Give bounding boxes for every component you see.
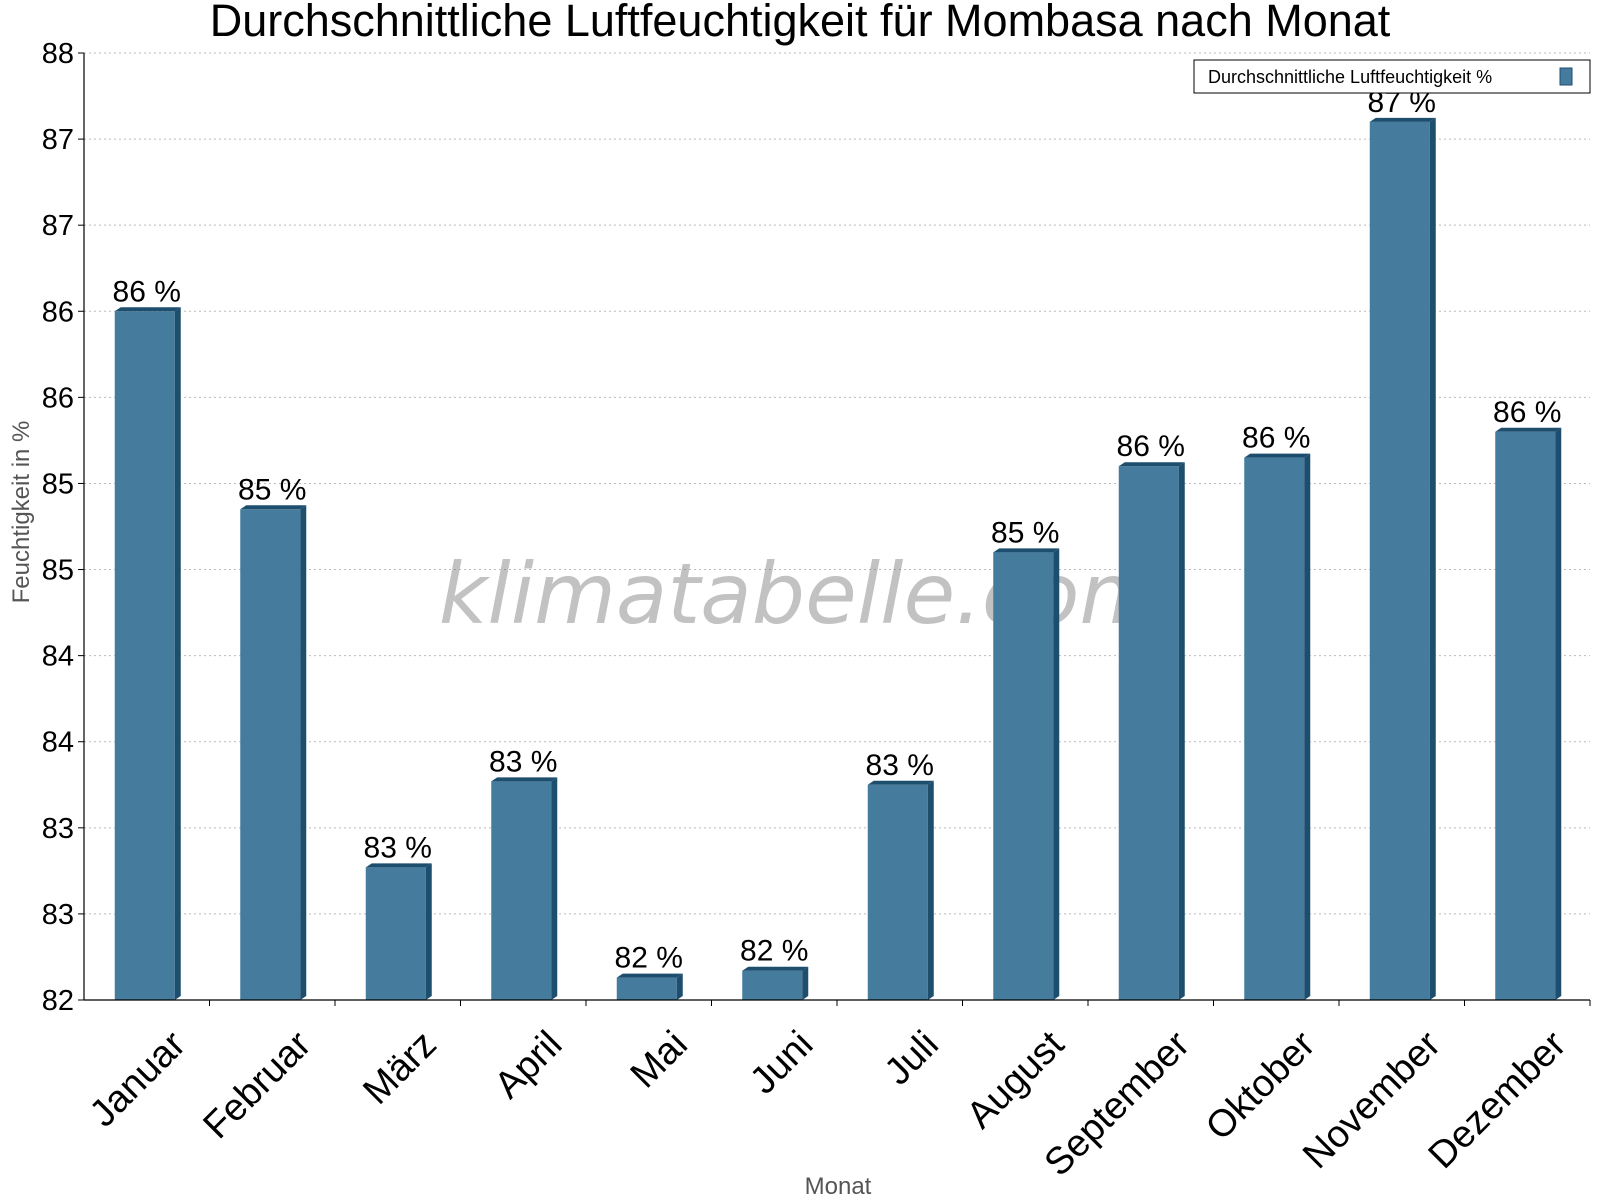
- bar-juni: [742, 966, 809, 1000]
- x-tick-label: Januar: [82, 1023, 194, 1135]
- y-tick-label: 82: [42, 985, 74, 1017]
- y-tick-label: 85: [42, 555, 74, 587]
- bar-side: [174, 307, 181, 1001]
- bar-top: [616, 973, 683, 978]
- y-tick-label: 88: [42, 38, 74, 70]
- x-tick-label: August: [959, 1023, 1073, 1137]
- x-tick-label: Juni: [742, 1023, 821, 1102]
- chart-title: Durchschnittliche Luftfeuchtigkeit für M…: [210, 0, 1391, 46]
- bar-face: [240, 509, 301, 1000]
- bar-top: [240, 505, 307, 510]
- bar-face: [616, 977, 677, 1000]
- bar-face: [1118, 466, 1179, 1001]
- bar-top: [742, 966, 809, 971]
- y-tick-label: 87: [42, 210, 74, 242]
- data-label: 85 %: [238, 473, 306, 506]
- x-tick-label: Oktober: [1198, 1023, 1324, 1149]
- bar-top: [993, 548, 1060, 553]
- legend-swatch: [1559, 67, 1573, 86]
- bar-side: [1555, 427, 1562, 1000]
- bar-face: [1369, 121, 1430, 1000]
- y-tick-label: 84: [42, 727, 74, 759]
- data-label: 82 %: [740, 935, 808, 968]
- bar-januar: [114, 307, 181, 1001]
- legend-label: Durchschnittliche Luftfeuchtigkeit %: [1208, 67, 1492, 87]
- data-label: 86 %: [113, 275, 181, 308]
- data-label: 86 %: [1242, 422, 1310, 455]
- axes: [78, 52, 1591, 1006]
- data-label: 83 %: [489, 745, 557, 778]
- bar-side: [1053, 548, 1060, 1000]
- data-label: 82 %: [615, 942, 683, 975]
- x-tick-label: Juli: [877, 1023, 947, 1093]
- bars: [114, 117, 1562, 1001]
- bar-side: [551, 777, 558, 1000]
- y-tick-label: 86: [42, 296, 74, 328]
- bar-august: [993, 548, 1060, 1000]
- x-tick-labels: Januar Februar März April Mai Juni Juli AugustS…: [82, 1023, 1575, 1184]
- bar-top: [1244, 453, 1311, 458]
- bar-face: [1244, 457, 1305, 1000]
- y-tick-label: 86: [42, 382, 74, 414]
- bar-face: [491, 781, 552, 1000]
- x-tick-label: April: [487, 1023, 570, 1106]
- bar-face: [365, 867, 426, 1000]
- data-label: 86 %: [1493, 396, 1561, 429]
- bar-top: [1369, 117, 1436, 122]
- x-tick-label: Februar: [195, 1023, 319, 1147]
- bar-top: [1495, 427, 1562, 432]
- data-label: 86 %: [1117, 430, 1185, 463]
- x-tick-label: Mai: [623, 1023, 696, 1096]
- bar-februar: [240, 505, 307, 1000]
- data-labels: 86 % 85 % 83 % 83 % 82 % 82 % 83 % 85 % 86 % 86 %…: [113, 86, 1562, 975]
- y-tick-label: 87: [42, 124, 74, 156]
- data-label: 83 %: [364, 831, 432, 864]
- bar-top: [114, 307, 181, 312]
- bar-november: [1369, 117, 1436, 1000]
- bar-face: [1495, 431, 1556, 1000]
- bar-face: [867, 784, 928, 1000]
- data-label: 85 %: [991, 516, 1059, 549]
- bar-september: [1118, 462, 1185, 1001]
- y-tick-label: 85: [42, 468, 74, 500]
- bar-side: [927, 780, 934, 1000]
- y-tick-label: 84: [42, 641, 74, 673]
- bar-side: [676, 973, 683, 1000]
- y-tick-labels: 82 83 83 84 84 85 85 86 86 87 87 88: [42, 38, 74, 1017]
- legend-box: [1193, 59, 1591, 94]
- bar-face: [114, 311, 175, 1001]
- grid-lines: [84, 52, 1590, 915]
- x-tick-label: März: [355, 1023, 444, 1112]
- bar-side: [425, 863, 432, 1000]
- bar-top: [491, 777, 558, 782]
- y-tick-label: 83: [42, 899, 74, 931]
- bar-top: [867, 780, 934, 785]
- bar-side: [1304, 453, 1311, 1000]
- bar-top: [1118, 462, 1185, 467]
- bar-april: [491, 777, 558, 1000]
- bar-mai: [616, 973, 683, 1000]
- bar-side: [802, 966, 809, 1000]
- bar-face: [742, 970, 803, 1000]
- y-axis-label: Feuchtigkeit in %: [8, 421, 35, 604]
- legend: Durchschnittliche Luftfeuchtigkeit %: [1193, 59, 1591, 94]
- x-tick-label: Dezember: [1421, 1023, 1575, 1177]
- bar-top: [365, 863, 432, 868]
- bar-dezember: [1495, 427, 1562, 1000]
- bar-side: [300, 505, 307, 1000]
- bar-side: [1429, 117, 1436, 1000]
- bar-oktober: [1244, 453, 1311, 1000]
- bar-märz: [365, 863, 432, 1000]
- x-axis-label: Monat: [805, 1173, 872, 1200]
- bar-juli: [867, 780, 934, 1000]
- data-label: 83 %: [866, 749, 934, 782]
- y-tick-label: 83: [42, 813, 74, 845]
- bar-face: [993, 552, 1054, 1000]
- bar-side: [1178, 462, 1185, 1001]
